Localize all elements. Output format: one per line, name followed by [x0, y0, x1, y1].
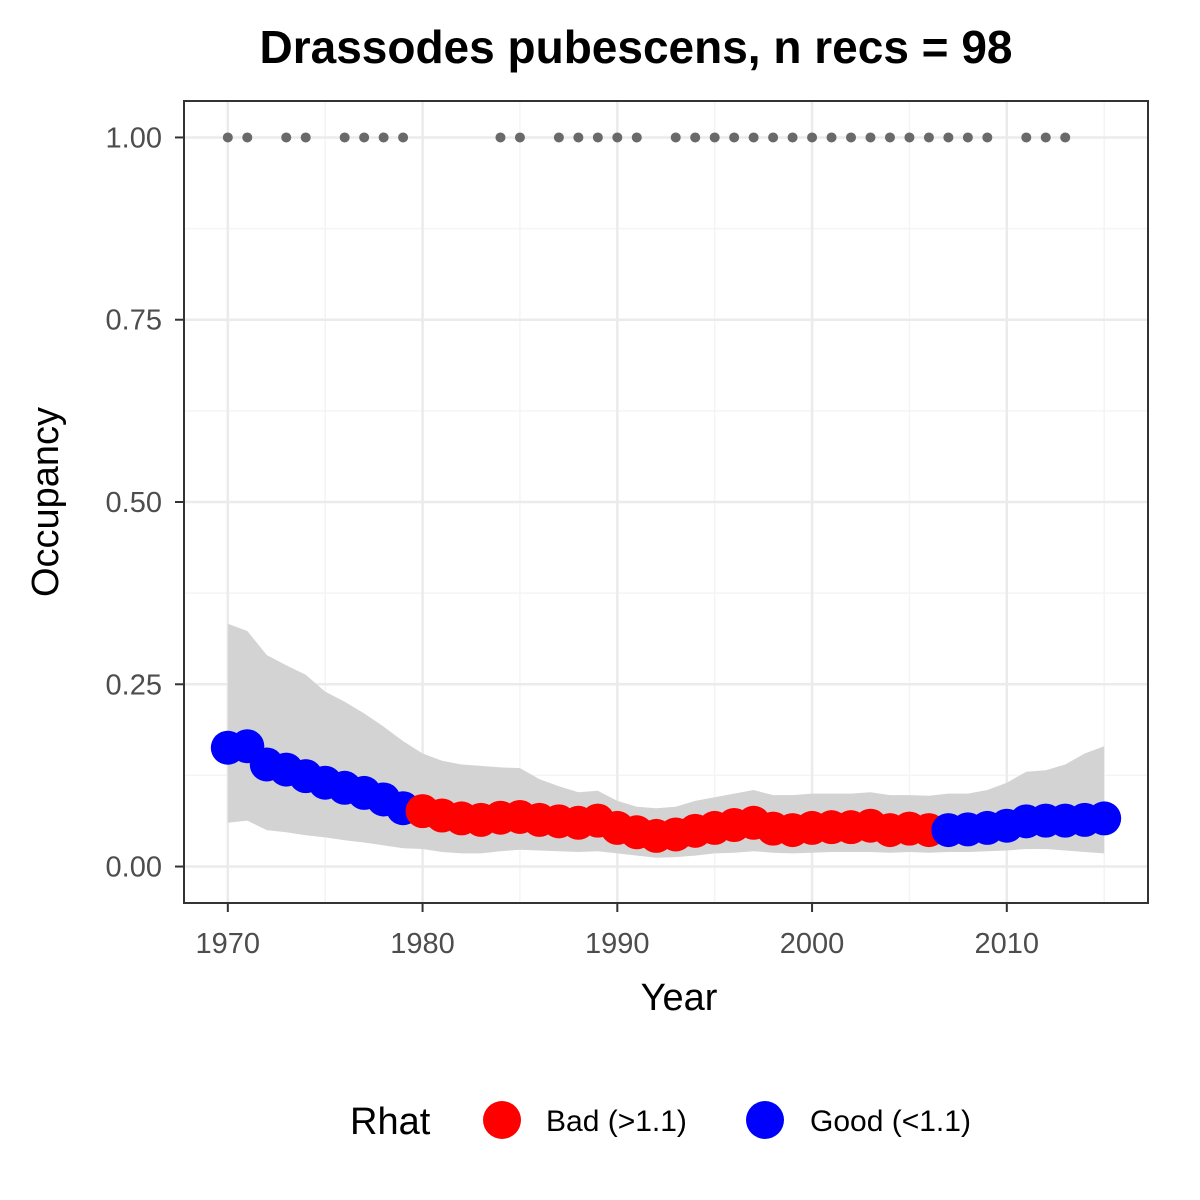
record-point: [300, 132, 311, 143]
record-point: [884, 132, 895, 143]
axes: 1970 1980 1990 2000 2010 0.00 0.25 0.50 0.75 1.00: [106, 122, 1040, 960]
record-point: [709, 132, 720, 143]
record-point: [748, 132, 759, 143]
chart-title: Drassodes pubescens, n recs = 98: [259, 21, 1012, 73]
record-point: [1060, 132, 1071, 143]
occupancy-points: [210, 729, 1122, 853]
record-point: [495, 132, 506, 143]
record-point: [865, 132, 876, 143]
record-point: [281, 132, 292, 143]
y-tick-label: 1.00: [106, 122, 162, 154]
record-point: [242, 132, 253, 143]
legend-label-bad: Bad (>1.1): [546, 1105, 687, 1138]
record-point: [631, 132, 642, 143]
x-tick-label: 1980: [390, 928, 455, 960]
legend: Rhat Bad (>1.1) Good (<1.1): [350, 1101, 971, 1143]
record-point: [904, 132, 915, 143]
record-point: [826, 132, 837, 143]
record-point: [612, 132, 623, 143]
x-tick-label: 2000: [780, 928, 845, 960]
record-point: [1040, 132, 1051, 143]
record-point: [378, 132, 389, 143]
record-point: [962, 132, 973, 143]
record-point: [982, 132, 993, 143]
occupancy-point: [1087, 801, 1122, 836]
y-tick-label: 0.00: [106, 852, 162, 884]
record-point: [690, 132, 701, 143]
record-point: [1021, 132, 1032, 143]
y-tick-label: 0.25: [106, 669, 162, 701]
record-point: [807, 132, 818, 143]
record-point: [398, 132, 409, 143]
x-tick-label: 1970: [196, 928, 261, 960]
y-tick-label: 0.75: [106, 305, 162, 337]
x-tick-label: 2010: [975, 928, 1040, 960]
record-point: [222, 132, 233, 143]
record-point: [846, 132, 857, 143]
y-axis-title: Occupancy: [25, 407, 67, 597]
x-tick-label: 1990: [585, 928, 650, 960]
record-point: [359, 132, 370, 143]
x-axis-title: Year: [641, 977, 718, 1019]
record-point: [592, 132, 603, 143]
record-point: [573, 132, 584, 143]
record-point: [514, 132, 525, 143]
legend-key-bad: [483, 1101, 521, 1139]
record-points: [222, 132, 1071, 143]
y-tick-label: 0.50: [106, 487, 162, 519]
record-point: [943, 132, 954, 143]
record-point: [553, 132, 564, 143]
record-point: [768, 132, 779, 143]
legend-title: Rhat: [350, 1101, 431, 1143]
record-point: [729, 132, 740, 143]
record-point: [339, 132, 350, 143]
legend-key-good: [746, 1101, 784, 1139]
legend-label-good: Good (<1.1): [810, 1105, 971, 1138]
record-point: [923, 132, 934, 143]
record-point: [670, 132, 681, 143]
record-point: [787, 132, 798, 143]
